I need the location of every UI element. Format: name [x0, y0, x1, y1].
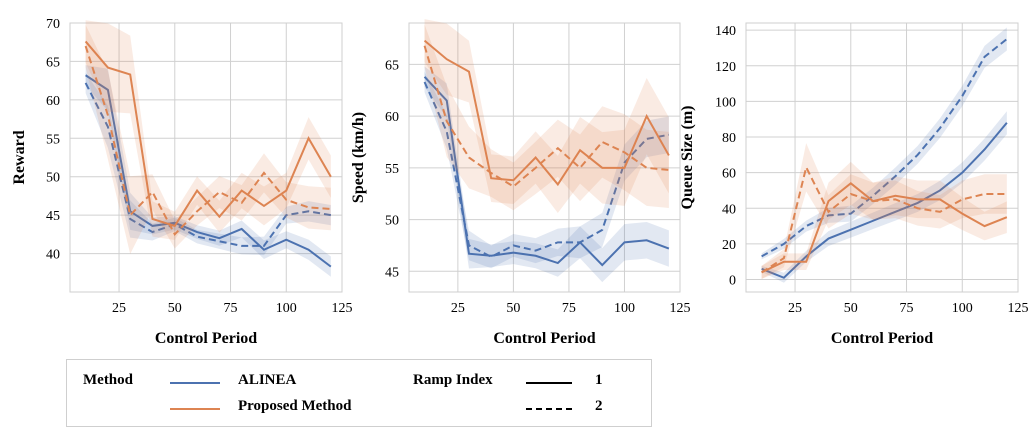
panel-reward: 40 45 50 55 60 65 70 25 50 75 100 125 Control Period…	[11, 17, 353, 347]
band-proposed-ramp2	[761, 143, 1007, 279]
band-alinea-ramp2	[761, 27, 1007, 260]
legend-ramp1-label: 1	[595, 372, 603, 388]
x-tick-label: 100	[276, 301, 297, 316]
series-alinea-ramp1	[761, 122, 1008, 279]
y-tick-label: 65	[385, 58, 399, 73]
panel-speed: 45 50 55 60 65 25 50 75 100 125 Control Period Spee…	[350, 19, 691, 347]
panel-queue-size: 0 20 40 60 80 100 120 140 25 50 75 100 125 Control Pe…	[679, 22, 1029, 347]
series-proposed-ramp1	[761, 182, 1008, 274]
x-tick-label: 50	[168, 301, 182, 316]
y-tick-label: 55	[385, 162, 399, 177]
plot-frame	[745, 22, 1019, 293]
series-proposed-ramp1	[84, 40, 332, 228]
y-tick-label: 40	[46, 248, 60, 263]
band-alinea-ramp2	[424, 71, 669, 269]
legend-ramp2-swatch	[526, 408, 572, 410]
series-alinea-ramp1	[85, 74, 332, 268]
legend-ramp1-swatch	[526, 382, 572, 384]
legend: Method ALINEA Proposed Method Ramp Index…	[66, 359, 652, 427]
band-proposed-ramp1	[424, 19, 669, 213]
y-tick-label: 50	[385, 214, 399, 229]
series-proposed-ramp2	[761, 164, 1007, 274]
legend-alinea-label: ALINEA	[238, 372, 297, 388]
y-tick-label: 140	[715, 24, 736, 39]
y-tick-label: 70	[46, 17, 60, 32]
x-axis-label: Control Period	[831, 330, 933, 347]
x-tick-label: 75	[224, 301, 238, 316]
band-proposed-ramp1	[761, 161, 1007, 279]
y-tick-label: 100	[715, 95, 736, 110]
series-proposed-ramp2	[84, 45, 331, 237]
legend-method-title: Method	[83, 372, 133, 388]
x-tick-label: 125	[332, 301, 353, 316]
x-axis-label: Control Period	[155, 330, 257, 347]
x-tick-label: 50	[506, 301, 520, 316]
plot-frame	[69, 22, 343, 293]
legend-ramp-title: Ramp Index	[413, 372, 493, 388]
x-tick-label: 75	[900, 301, 914, 316]
x-tick-label: 25	[112, 301, 126, 316]
band-alinea-ramp1	[85, 65, 331, 277]
y-tick-label: 40	[722, 202, 736, 217]
y-tick-label: 55	[46, 132, 60, 147]
y-tick-label: 0	[729, 274, 736, 289]
y-tick-label: 120	[715, 60, 736, 75]
legend-proposed-swatch	[170, 408, 220, 410]
x-tick-label: 50	[844, 301, 858, 316]
legend-ramp2-label: 2	[595, 398, 603, 414]
band-proposed-ramp2	[424, 24, 669, 211]
x-tick-label: 125	[1008, 301, 1029, 316]
y-tick-label: 60	[722, 167, 736, 182]
series-alinea-ramp1	[423, 76, 670, 267]
x-tick-label: 75	[562, 301, 576, 316]
band-alinea-ramp1	[761, 111, 1007, 283]
y-tick-label: 60	[385, 110, 399, 125]
x-tick-label: 125	[670, 301, 691, 316]
y-tick-label: 45	[385, 265, 399, 280]
legend-alinea-swatch	[170, 382, 220, 384]
figure-charts: 40 45 50 55 60 65 70 25 50 75 100 125 Control Period…	[11, 17, 1029, 347]
y-axis-label: Speed (km/h)	[350, 112, 367, 203]
y-tick-label: 20	[722, 238, 736, 253]
plot-frame	[408, 22, 681, 293]
series-proposed-ramp1	[423, 39, 670, 187]
y-tick-label: 80	[722, 131, 736, 146]
series-alinea-ramp2	[761, 38, 1008, 258]
y-axis-label: Queue Size (m)	[679, 106, 696, 210]
legend-proposed-label: Proposed Method	[238, 398, 352, 414]
y-tick-label: 60	[46, 94, 60, 109]
y-tick-label: 65	[46, 55, 60, 70]
x-tick-label: 100	[952, 301, 973, 316]
x-tick-label: 25	[451, 301, 465, 316]
y-tick-label: 45	[46, 209, 60, 224]
y-axis-label: Reward	[11, 130, 28, 184]
series-proposed-ramp2	[423, 45, 669, 188]
x-axis-label: Control Period	[493, 330, 595, 347]
x-tick-label: 25	[788, 301, 802, 316]
x-tick-label: 100	[614, 301, 635, 316]
y-tick-label: 50	[46, 171, 60, 186]
